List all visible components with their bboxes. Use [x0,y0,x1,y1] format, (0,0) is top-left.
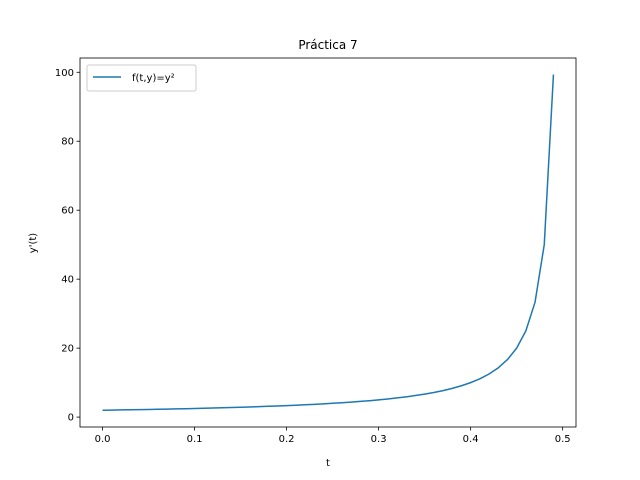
legend: f(t,y)=y² [86,64,197,92]
y-tick-label: 80 [61,137,74,148]
y-tick-label: 60 [61,206,74,217]
y-axis: 0 20 40 60 80 100 [55,68,80,424]
y-tick-label: 100 [55,68,74,79]
legend-label-series-1: f(t,y)=y² [132,73,175,84]
x-tick-label: 0.5 [555,434,571,445]
series-layer [102,74,555,411]
x-tick-label: 0.1 [187,434,203,445]
y-tick-label: 40 [61,275,74,286]
x-tick-label: 0.3 [371,434,387,445]
x-axis: 0.0 0.1 0.2 0.3 0.4 0.5 [95,427,571,445]
legend-box [86,64,197,92]
series-line-1 [102,74,555,411]
chart-title: Práctica 7 [298,38,357,52]
y-tick-label: 0 [68,413,74,424]
x-tick-label: 0.4 [463,434,479,445]
y-tick-label: 20 [61,344,74,355]
y-axis-label: y'(t) [28,233,39,253]
x-tick-label: 0.0 [95,434,111,445]
x-tick-label: 0.2 [279,434,295,445]
axes-frame [79,57,577,428]
x-axis-label: t [326,458,330,469]
plot-area [79,57,577,428]
